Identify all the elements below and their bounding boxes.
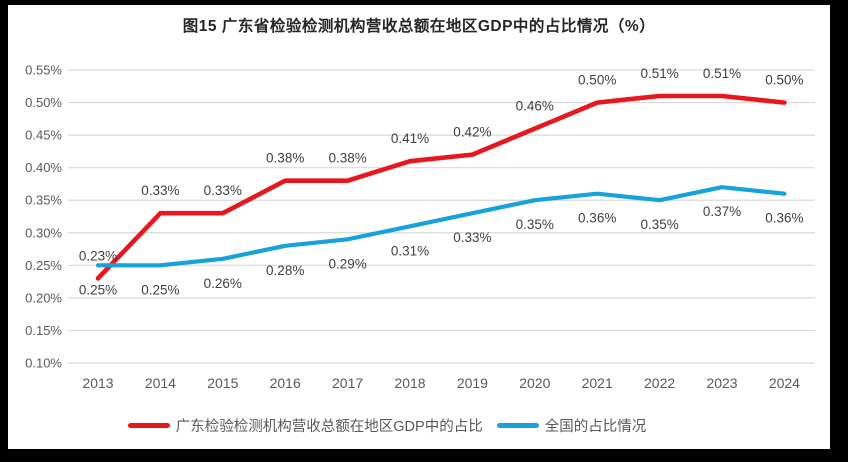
- line-chart-plot-area: 0.10% 0.15% 0.20% 0.25% 0.30% 0.35% 0.40% 0.45%…: [25, 63, 815, 391]
- y-axis-tick-label: 0.55%: [25, 63, 62, 78]
- y-axis-tick-label: 0.10%: [25, 356, 62, 371]
- y-axis-tick-label: 0.50%: [25, 95, 62, 110]
- chart-container: 图15 广东省检验检测机构营收总额在地区GDP中的占比情况（%） 0.10% 0.…: [8, 5, 830, 449]
- data-point-label: 0.29%: [328, 256, 366, 271]
- x-axis-tick-label: 2020: [519, 375, 550, 391]
- data-point-label: 0.51%: [703, 66, 741, 81]
- x-axis-tick-label: 2018: [394, 375, 425, 391]
- data-point-label: 0.46%: [516, 99, 554, 114]
- data-point-label: 0.50%: [578, 73, 616, 88]
- x-axis-tick-label: 2022: [644, 375, 675, 391]
- x-axis-tick-label: 2014: [145, 375, 176, 391]
- data-point-label: 0.50%: [765, 73, 803, 88]
- x-axis-tick-label: 2021: [582, 375, 613, 391]
- data-point-label: 0.28%: [266, 263, 304, 278]
- y-axis-tick-label: 0.40%: [25, 160, 62, 175]
- data-point-label: 0.25%: [79, 282, 117, 297]
- legend-item-national: 全国的占比情况: [496, 415, 647, 436]
- x-axis-tick-label: 2024: [769, 375, 800, 391]
- data-point-label: 0.33%: [453, 230, 491, 245]
- data-point-label: 0.42%: [453, 125, 491, 140]
- data-point-label: 0.26%: [204, 276, 242, 291]
- legend-line-swatch-red: [127, 422, 170, 428]
- x-axis-tick-label: 2013: [82, 375, 113, 391]
- legend-label-guangdong: 广东检验检测机构营收总额在地区GDP中的占比: [175, 418, 483, 435]
- data-point-label: 0.33%: [141, 183, 179, 198]
- data-point-label: 0.36%: [578, 211, 616, 226]
- data-point-label: 0.35%: [640, 217, 678, 232]
- y-axis-tick-label: 0.45%: [25, 128, 62, 143]
- y-axis-tick-label: 0.35%: [25, 193, 62, 208]
- x-axis-tick-label: 2015: [207, 375, 238, 391]
- y-axis-tick-label: 0.15%: [25, 323, 62, 338]
- chart-title: 图15 广东省检验检测机构营收总额在地区GDP中的占比情况（%）: [182, 18, 656, 35]
- x-axis-tick-label: 2016: [270, 375, 301, 391]
- data-point-label: 0.31%: [391, 243, 429, 258]
- series-line-guangdong: [95, 93, 787, 281]
- data-point-label: 0.33%: [204, 183, 242, 198]
- x-axis-tick-label: 2017: [332, 375, 363, 391]
- legend-label-national: 全国的占比情况: [544, 418, 647, 435]
- data-point-label: 0.25%: [141, 282, 179, 297]
- x-axis-tick-label: 2019: [457, 375, 488, 391]
- data-point-label: 0.37%: [703, 204, 741, 219]
- y-axis-tick-label: 0.30%: [25, 225, 62, 240]
- data-point-label: 0.35%: [516, 217, 554, 232]
- data-point-label: 0.23%: [79, 248, 117, 263]
- data-point-label: 0.41%: [391, 131, 429, 146]
- legend-item-guangdong: 广东检验检测机构营收总额在地区GDP中的占比: [127, 415, 483, 436]
- data-point-label: 0.38%: [328, 151, 366, 166]
- legend-line-swatch-blue: [496, 422, 539, 428]
- data-point-label: 0.38%: [266, 151, 304, 166]
- chart-legend: 广东检验检测机构营收总额在地区GDP中的占比 全国的占比情况: [8, 412, 830, 438]
- series-line-national: [95, 185, 787, 268]
- x-axis-tick-label: 2023: [706, 375, 737, 391]
- data-point-label: 0.51%: [640, 66, 678, 81]
- y-axis-tick-label: 0.25%: [25, 258, 62, 273]
- y-axis-tick-label: 0.20%: [25, 290, 62, 305]
- data-point-label: 0.36%: [765, 211, 803, 226]
